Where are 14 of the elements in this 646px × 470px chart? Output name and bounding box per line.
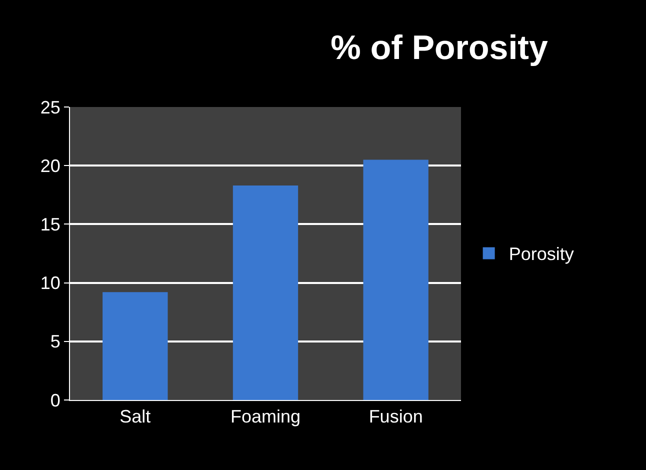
x-tick-label: Salt [120,406,151,427]
x-tick-label: Foaming [230,406,301,427]
y-tick-label: 15 [40,214,60,234]
bar [232,186,298,400]
y-tick-label: 0 [50,390,60,410]
y-tick-label: 20 [40,156,60,176]
chart-title: % of Porosity [330,28,548,67]
x-tick-label: Fusion [368,406,423,427]
legend-label: Porosity [508,244,574,264]
y-tick-label: 25 [40,97,60,118]
y-tick-label: 10 [40,273,60,294]
bar [102,292,168,400]
y-tick-label: 5 [50,332,60,352]
bar [363,160,428,400]
